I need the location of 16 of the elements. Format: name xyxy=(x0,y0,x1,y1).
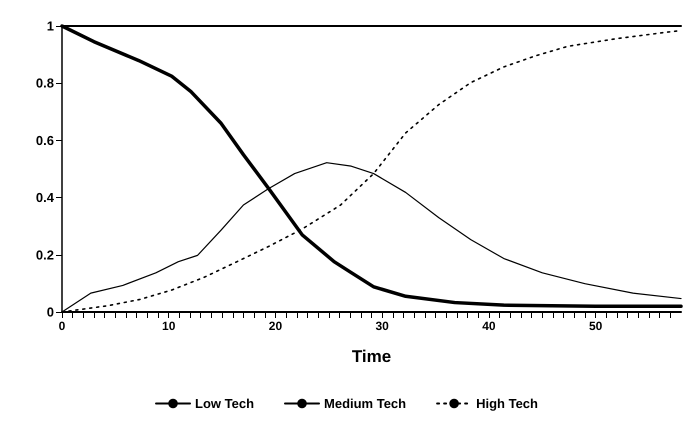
y-tick-label: 1 xyxy=(46,18,54,34)
x-tick-label: 10 xyxy=(162,319,176,333)
y-tick-label: 0.6 xyxy=(36,132,54,148)
y-tick-label: 0 xyxy=(46,304,54,320)
y-tick-label: 0.8 xyxy=(36,76,54,91)
y-tick-label: 0.4 xyxy=(36,190,55,206)
legend-label: Medium Tech xyxy=(324,396,406,411)
x-tick-label: 20 xyxy=(268,319,282,333)
x-axis-title: Time xyxy=(352,347,392,366)
y-tick-label: 0.2 xyxy=(36,247,54,262)
legend-label: High Tech xyxy=(476,396,538,411)
x-tick-label: 40 xyxy=(482,319,496,333)
legend-label: Low Tech xyxy=(195,396,254,411)
x-tick-label: 30 xyxy=(375,319,390,333)
x-tick-label: 50 xyxy=(588,319,603,333)
x-tick-label: 0 xyxy=(58,319,66,333)
